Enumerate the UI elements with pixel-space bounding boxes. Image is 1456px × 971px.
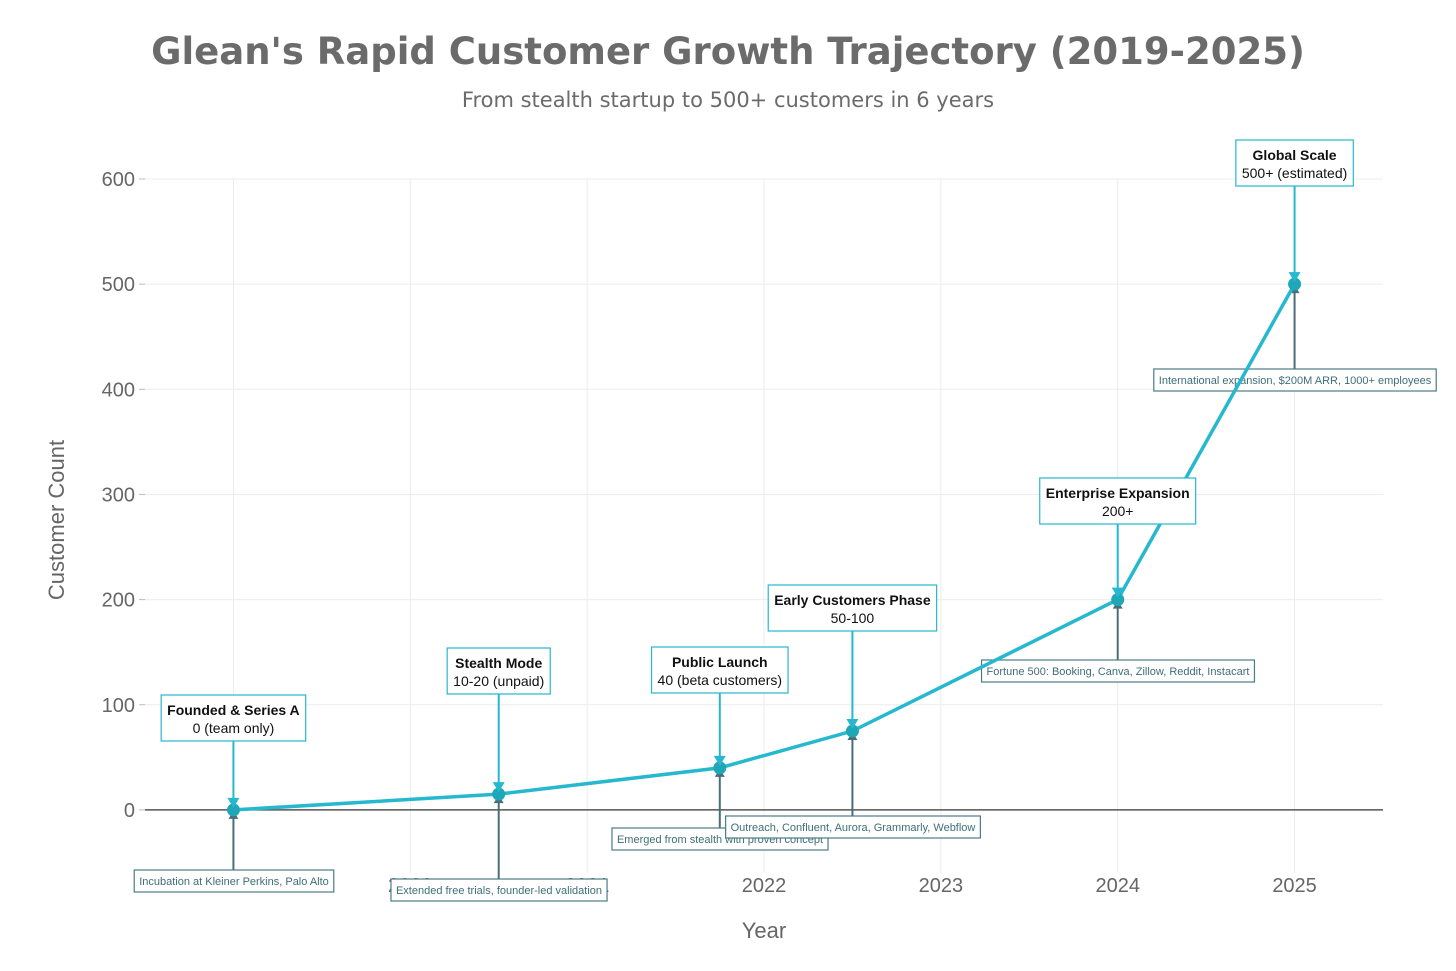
y-tick-label: 300 bbox=[102, 484, 135, 506]
y-tick-label: 0 bbox=[124, 800, 135, 822]
milestone-note: Incubation at Kleiner Perkins, Palo Alto bbox=[139, 876, 329, 888]
milestone-detail: 0 (team only) bbox=[193, 720, 275, 736]
milestone-note-box bbox=[1153, 368, 1437, 392]
milestone-arrowhead bbox=[227, 797, 240, 808]
milestone-box bbox=[160, 694, 307, 742]
milestone-title: Public Launch bbox=[672, 654, 768, 670]
y-tick-label: 500 bbox=[102, 274, 135, 296]
grid bbox=[145, 178, 1383, 873]
milestone-note-box bbox=[980, 659, 1256, 683]
data-point bbox=[226, 803, 240, 817]
x-tick-label: 2023 bbox=[919, 875, 964, 897]
milestone-detail: 200+ bbox=[1102, 503, 1134, 519]
y-axis-title: Customer Count bbox=[44, 440, 69, 600]
bottom-notes: Incubation at Kleiner Perkins, Palo Alto… bbox=[133, 285, 1437, 902]
milestone-detail: 50-100 bbox=[831, 610, 875, 626]
milestone-box bbox=[446, 647, 551, 695]
series bbox=[226, 277, 1302, 817]
milestone-detail: 10-20 (unpaid) bbox=[453, 673, 544, 689]
milestone-note-box bbox=[390, 878, 608, 902]
x-axis-title: Year bbox=[742, 918, 786, 943]
data-point bbox=[1111, 593, 1125, 607]
y-tick-label: 200 bbox=[102, 590, 135, 612]
milestone-title: Founded & Series A bbox=[167, 702, 300, 718]
milestone-box bbox=[767, 584, 938, 632]
y-tick-label: 400 bbox=[102, 379, 135, 401]
milestone-title: Early Customers Phase bbox=[774, 592, 931, 608]
milestone-box bbox=[1039, 477, 1197, 525]
axes: 0100200300400500600201920202021202220232… bbox=[102, 169, 1383, 897]
milestone-title: Stealth Mode bbox=[455, 655, 542, 671]
milestone-box bbox=[1235, 139, 1354, 187]
milestone-detail: 40 (beta customers) bbox=[658, 672, 783, 688]
chart-title: Glean's Rapid Customer Growth Trajectory… bbox=[151, 30, 1305, 73]
milestone-note-box bbox=[725, 815, 981, 839]
milestone-title: Enterprise Expansion bbox=[1046, 485, 1190, 501]
milestone-detail: 500+ (estimated) bbox=[1242, 165, 1347, 181]
data-point bbox=[492, 787, 506, 801]
data-point bbox=[1288, 277, 1302, 291]
data-point bbox=[713, 761, 727, 775]
milestone-note: Extended free trials, founder-led valida… bbox=[396, 885, 602, 897]
growth-line bbox=[233, 283, 1297, 812]
milestone-title: Global Scale bbox=[1253, 147, 1337, 163]
milestone-note: Outreach, Confluent, Aurora, Grammarly, … bbox=[731, 822, 976, 834]
data-point bbox=[845, 724, 859, 738]
milestone-arrowhead bbox=[713, 755, 726, 766]
milestone-arrowhead bbox=[846, 719, 859, 730]
milestone-note: International expansion, $200M ARR, 1000… bbox=[1159, 375, 1432, 387]
milestone-labels: Founded & Series A 0 (team only) Stealth M… bbox=[160, 139, 1354, 808]
milestone-note: Fortune 500: Booking, Canva, Zillow, Red… bbox=[987, 666, 1250, 678]
chart-subtitle: From stealth startup to 500+ customers i… bbox=[462, 88, 994, 112]
milestone-arrowhead bbox=[1288, 272, 1301, 283]
milestone-arrowhead bbox=[492, 782, 505, 793]
milestone-box bbox=[650, 646, 789, 694]
milestone-note-box bbox=[133, 869, 335, 893]
x-tick-label: 2022 bbox=[742, 875, 787, 897]
milestone-arrowhead bbox=[1111, 587, 1124, 598]
x-tick-label: 2024 bbox=[1095, 875, 1140, 897]
y-tick-label: 100 bbox=[102, 695, 135, 717]
y-tick-label: 600 bbox=[102, 169, 135, 191]
x-tick-label: 2025 bbox=[1272, 875, 1317, 897]
